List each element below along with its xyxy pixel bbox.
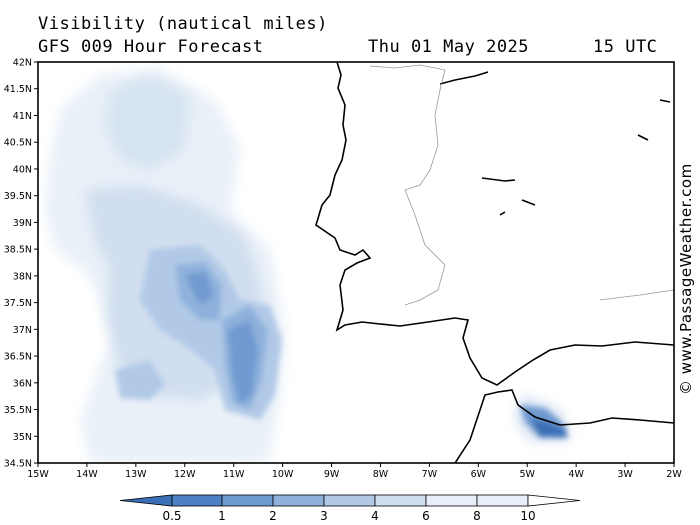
legend-bin xyxy=(425,494,478,507)
lat-tick-label: 39.5N xyxy=(4,191,32,202)
legend-label: 10 xyxy=(520,509,535,523)
legend-arrow-high xyxy=(527,494,581,507)
lat-tick-label: 35.5N xyxy=(4,405,32,416)
visibility-3nm-patch-south xyxy=(115,360,165,400)
coastline-biscay xyxy=(439,71,489,85)
low-visibility-patch-north xyxy=(105,75,190,170)
lat-tick-label: 40N xyxy=(13,164,32,175)
legend-arrow-low xyxy=(119,494,173,507)
legend-bin xyxy=(374,494,427,507)
lon-tick-label: 11W xyxy=(223,469,245,480)
lon-tick-label: 9W xyxy=(324,469,340,480)
lon-tick-label: 15W xyxy=(27,469,49,480)
forecast-time: 15 UTC xyxy=(593,37,658,57)
lat-tick-label: 36N xyxy=(13,378,32,389)
lat-tick-label: 35N xyxy=(13,432,32,443)
longitude-axis: 15W 14W 13W 12W 11W 10W 9W 8W 7W 6W 5W 4W 3W 2W xyxy=(27,463,682,480)
lon-tick-label: 2W xyxy=(666,469,682,480)
legend-bin xyxy=(221,494,274,507)
visibility-1nm-patch xyxy=(185,272,214,305)
lon-tick-label: 8W xyxy=(373,469,389,480)
lat-tick-label: 37.5N xyxy=(4,298,32,309)
legend-label: 2 xyxy=(269,509,277,523)
legend-label: 1 xyxy=(218,509,226,523)
legend-label: 6 xyxy=(422,509,430,523)
visibility-fog-alboran-core xyxy=(530,418,566,437)
lon-tick-label: 3W xyxy=(617,469,633,480)
legend-bin xyxy=(476,494,529,507)
legend-bin xyxy=(272,494,325,507)
lon-tick-label: 14W xyxy=(76,469,98,480)
lat-tick-label: 42N xyxy=(13,58,32,69)
lat-tick-label: 39N xyxy=(13,218,32,229)
lon-tick-label: 4W xyxy=(568,469,584,480)
legend-label: 0.5 xyxy=(162,509,181,523)
coastline-morocco xyxy=(454,389,674,463)
latitude-axis: 42N 41.5N 41N 40.5N 40N 39.5N 39N 38.5N 38N 37.5N… xyxy=(4,58,38,470)
visibility-legend: 0.5 1 2 3 4 6 8 10 xyxy=(119,494,581,523)
country-borders xyxy=(369,64,675,306)
legend-bin xyxy=(323,494,376,507)
visibility-field xyxy=(45,68,570,463)
lat-tick-label: 37N xyxy=(13,325,32,336)
legend-bin xyxy=(171,494,223,507)
lat-tick-label: 41N xyxy=(13,111,32,122)
lon-tick-label: 7W xyxy=(422,469,438,480)
lat-tick-label: 40.5N xyxy=(4,138,32,149)
legend-label: 8 xyxy=(473,509,481,523)
lon-tick-label: 13W xyxy=(125,469,147,480)
lat-tick-label: 38N xyxy=(13,271,32,282)
variable-title: Visibility (nautical miles) xyxy=(38,14,328,34)
map-frame xyxy=(37,61,675,464)
credit-text: © www.PassageWeather.com xyxy=(677,163,695,395)
lon-tick-label: 12W xyxy=(174,469,196,480)
lat-tick-label: 38.5N xyxy=(4,245,32,256)
visibility-1nm-core xyxy=(228,320,258,405)
lat-tick-label: 41.5N xyxy=(4,84,32,95)
lat-tick-label: 34.5N xyxy=(4,459,32,470)
legend-label: 4 xyxy=(371,509,379,523)
legend-label: 3 xyxy=(320,509,328,523)
lon-tick-label: 5W xyxy=(520,469,536,480)
lon-tick-label: 6W xyxy=(471,469,487,480)
coastline-portugal-spain xyxy=(315,62,674,386)
model-title: GFS 009 Hour Forecast xyxy=(38,37,264,57)
lon-tick-label: 10W xyxy=(272,469,294,480)
coastline-layer xyxy=(315,62,674,463)
forecast-date: Thu 01 May 2025 xyxy=(368,37,530,57)
lat-tick-label: 36.5N xyxy=(4,352,32,363)
island-markers xyxy=(481,99,671,216)
